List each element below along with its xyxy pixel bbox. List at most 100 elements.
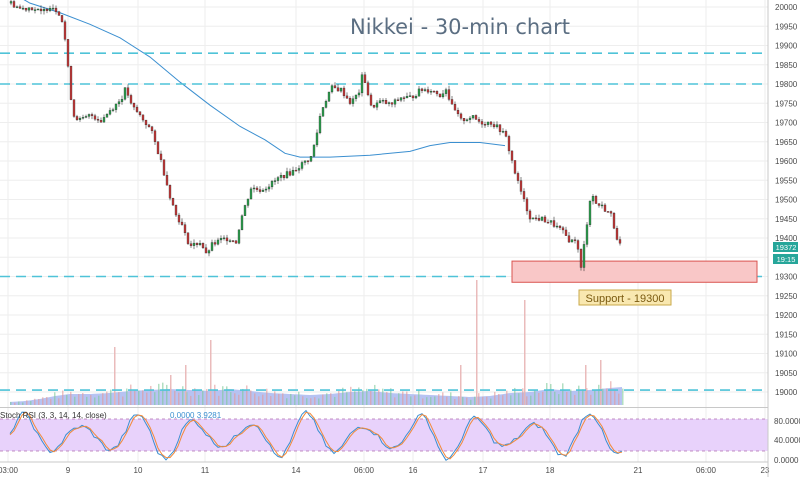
volume-bar <box>38 398 40 405</box>
candle-body <box>405 96 409 99</box>
volume-bar <box>202 390 204 405</box>
volume-bar <box>438 394 440 405</box>
candle-body <box>93 115 97 120</box>
volume-bar <box>370 391 372 405</box>
volume-bar <box>318 398 320 405</box>
volume-spike <box>114 347 116 405</box>
candle-body <box>192 242 196 246</box>
candle-body <box>114 103 118 110</box>
candle-body <box>450 99 454 105</box>
candle-body <box>552 220 556 227</box>
candle-body <box>144 119 148 126</box>
volume-bar <box>486 396 488 405</box>
candle-body <box>306 160 310 162</box>
candle-body <box>447 89 451 100</box>
volume-bar <box>326 393 328 405</box>
candle-body <box>375 102 379 108</box>
volume-bar <box>418 389 420 405</box>
candle-body <box>459 113 463 119</box>
volume-bar <box>282 393 284 405</box>
volume-bar <box>310 398 312 405</box>
candle-body <box>456 110 460 115</box>
candle-body <box>186 232 190 244</box>
candle-body <box>225 237 229 242</box>
price-tick-label: 19750 <box>775 99 798 108</box>
volume-bar <box>470 399 472 405</box>
candle-body <box>201 243 205 248</box>
candle-body <box>207 250 211 254</box>
volume-bar <box>106 391 108 405</box>
support-label-text: Support - 19300 <box>586 293 665 305</box>
candle-body <box>270 181 274 188</box>
price-tick-label: 19100 <box>775 350 798 359</box>
candle-body <box>453 103 457 111</box>
volume-bar <box>402 391 404 405</box>
candle-body <box>594 196 598 204</box>
candle-body <box>249 188 253 200</box>
volume-bar <box>302 396 304 405</box>
candle-body <box>15 6 19 8</box>
candle-body <box>303 160 307 163</box>
candle-body <box>282 175 286 179</box>
candle-body <box>366 82 370 96</box>
candle-body <box>357 92 361 96</box>
volume-bar <box>90 394 92 405</box>
candle-body <box>474 115 478 120</box>
candle-body <box>123 87 127 100</box>
candle-body <box>444 89 448 94</box>
candle-body <box>120 99 124 102</box>
volume-bar <box>494 391 496 405</box>
candle-body <box>228 240 232 242</box>
volume-bar <box>174 390 176 405</box>
candle-body <box>393 99 397 105</box>
candle-body <box>498 124 502 132</box>
volume-bar <box>346 392 348 405</box>
candle-body <box>414 96 418 99</box>
volume-spike <box>185 365 187 405</box>
volume-bar <box>266 388 268 405</box>
volume-bar <box>330 393 332 405</box>
candle-body <box>132 103 136 108</box>
candle-body <box>558 225 562 228</box>
candle-body <box>261 189 265 192</box>
candle-body <box>213 242 217 245</box>
volume-bar <box>142 390 144 405</box>
candle-body <box>417 88 421 97</box>
volume-bar <box>338 390 340 405</box>
volume-bar <box>578 385 580 405</box>
volume-bar <box>506 390 508 405</box>
volume-bar <box>514 387 516 405</box>
volume-bar <box>66 394 68 405</box>
candle-body <box>369 94 373 106</box>
candle-body <box>60 15 64 22</box>
volume-bar <box>534 389 536 405</box>
volume-bar <box>450 392 452 405</box>
volume-bar <box>222 386 224 405</box>
volume-bar <box>358 387 360 405</box>
candle-body <box>522 191 526 200</box>
grid <box>0 0 768 462</box>
volume-bar <box>102 393 104 405</box>
candles <box>9 0 622 272</box>
candle-body <box>90 114 94 116</box>
volume-bar <box>466 397 468 405</box>
candle-body <box>591 196 595 202</box>
volume-bar <box>582 389 584 405</box>
candle-body <box>153 130 157 142</box>
volume-bar <box>398 393 400 405</box>
candle-body <box>162 159 166 176</box>
candle-body <box>165 175 169 186</box>
volume-bar <box>478 393 480 405</box>
volume-bar <box>70 391 72 405</box>
volume-bar <box>30 401 32 405</box>
time-tick-label: 17 <box>479 466 488 475</box>
volume-bar <box>46 397 48 405</box>
candle-body <box>174 204 178 216</box>
candle-body <box>42 8 46 12</box>
candle-body <box>477 119 481 122</box>
candle-body <box>501 131 505 133</box>
volume-bar <box>234 393 236 405</box>
stoch-rsi-d-line <box>9 411 623 460</box>
price-tick-label: 19900 <box>775 42 798 51</box>
candle-body <box>84 116 88 118</box>
